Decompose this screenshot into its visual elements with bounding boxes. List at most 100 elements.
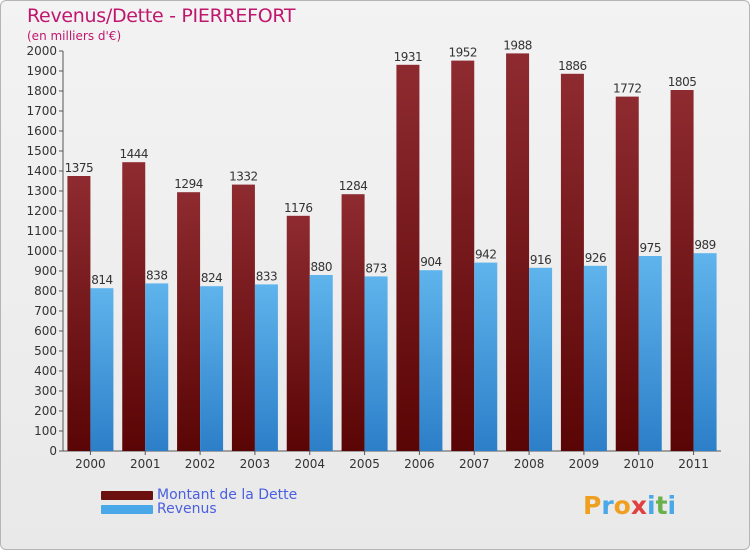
- y-tick-label: 400: [34, 364, 57, 378]
- data-label-revenue: 873: [365, 261, 386, 275]
- y-tick-label: 1600: [26, 124, 57, 138]
- data-label-debt: 1988: [503, 38, 532, 52]
- logo-letter: t: [655, 491, 668, 520]
- y-tick-label: 200: [34, 404, 57, 418]
- data-label-revenue: 833: [256, 269, 277, 283]
- data-label-revenue: 975: [640, 241, 661, 255]
- data-label-debt: 1332: [229, 170, 258, 184]
- x-tick-label: 2009: [569, 457, 600, 471]
- bar-debt: [506, 53, 530, 452]
- y-tick-label: 1200: [26, 204, 57, 218]
- data-label-revenue: 926: [585, 251, 606, 265]
- y-tick-label: 1000: [26, 244, 57, 258]
- bar-debt: [560, 73, 584, 452]
- legend-item-debt: Montant de la Dette: [101, 487, 297, 503]
- data-label-revenue: 942: [475, 248, 496, 262]
- data-label-revenue: 989: [694, 238, 715, 252]
- bar-debt: [67, 176, 91, 451]
- x-tick-label: 2001: [130, 457, 161, 471]
- bar-revenue: [474, 262, 498, 451]
- data-label-revenue: 824: [201, 271, 222, 285]
- data-label-debt: 1444: [119, 147, 148, 161]
- y-tick-label: 1700: [26, 104, 57, 118]
- bar-revenue: [309, 275, 333, 451]
- y-tick-label: 2000: [26, 44, 57, 58]
- bar-revenue: [364, 276, 388, 451]
- bar-revenue: [638, 256, 662, 451]
- bar-debt: [396, 64, 420, 452]
- x-tick-label: 2008: [514, 457, 545, 471]
- logo-letter: i: [647, 491, 656, 520]
- data-label-revenue: 880: [311, 260, 332, 274]
- x-tick-label: 2007: [459, 457, 490, 471]
- bars: [67, 53, 717, 452]
- x-tick-label: 2010: [623, 457, 654, 471]
- logo-letter: i: [667, 491, 677, 520]
- x-tick-label: 2011: [678, 457, 709, 471]
- bar-debt: [231, 184, 255, 451]
- proxiti-logo: Proxiti: [583, 491, 676, 520]
- data-label-debt: 1952: [448, 46, 477, 60]
- data-label-revenue: 916: [530, 253, 551, 267]
- data-label-debt: 1375: [65, 161, 94, 175]
- legend-swatch-revenue: [101, 504, 153, 514]
- data-label-debt: 1886: [558, 59, 587, 73]
- axes: 0 100 200 300 400 500 600 700 800 900 1000 1100 1200…: [26, 44, 721, 471]
- y-tick-label: 1100: [26, 224, 57, 238]
- bar-debt: [286, 215, 310, 451]
- logo-letter: o: [613, 491, 631, 520]
- y-tick-label: 0: [49, 444, 57, 458]
- logo-letter: P: [583, 491, 602, 520]
- y-tick-label: 1400: [26, 164, 57, 178]
- data-label-revenue: 838: [146, 268, 167, 282]
- y-tick-label: 1900: [26, 64, 57, 78]
- data-label-debt: 1176: [284, 201, 313, 215]
- y-tick-label: 700: [34, 304, 57, 318]
- bar-debt: [670, 90, 694, 451]
- chart-subtitle: (en milliers d'€): [27, 29, 122, 43]
- x-tick-label: 2002: [185, 457, 216, 471]
- x-tick-label: 2005: [349, 457, 380, 471]
- data-label-debt: 1931: [394, 50, 423, 64]
- x-tick-label: 2006: [404, 457, 435, 471]
- bar-debt: [615, 96, 639, 451]
- legend-label-debt: Montant de la Dette: [157, 487, 298, 503]
- data-label-revenue: 814: [91, 273, 112, 287]
- data-label-revenue: 904: [420, 255, 441, 269]
- y-tick-label: 800: [34, 284, 57, 298]
- bar-debt: [341, 194, 365, 451]
- x-tick-label: 2004: [294, 457, 325, 471]
- data-label-debt: 1805: [668, 75, 697, 89]
- y-tick-label: 100: [34, 424, 57, 438]
- data-label-debt: 1294: [174, 177, 203, 191]
- y-tick-label: 1500: [26, 144, 57, 158]
- bar-revenue: [419, 270, 443, 451]
- y-tick-label: 600: [34, 324, 57, 338]
- x-tick-label: 2000: [75, 457, 106, 471]
- y-tick-label: 1800: [26, 84, 57, 98]
- bar-revenue: [254, 284, 278, 451]
- chart-title: Revenus/Dette - PIERREFORT: [27, 5, 296, 27]
- bar-debt: [177, 192, 201, 451]
- y-tick-label: 500: [34, 344, 57, 358]
- bar-debt: [122, 162, 146, 451]
- data-label-debt: 1772: [613, 82, 642, 96]
- x-tick-label: 2003: [240, 457, 271, 471]
- bar-revenue: [200, 286, 224, 451]
- bar-revenue: [90, 288, 114, 451]
- bar-revenue: [693, 253, 717, 451]
- legend-label-revenue: Revenus: [157, 501, 217, 517]
- legend-item-revenue: Revenus: [101, 501, 217, 517]
- y-tick-label: 300: [34, 384, 57, 398]
- logo-letter: r: [601, 491, 614, 520]
- y-tick-label: 1300: [26, 184, 57, 198]
- legend-swatch-debt: [101, 490, 153, 500]
- y-tick-label: 900: [34, 264, 57, 278]
- data-labels: 1375 814 1444 838 1294 824 1332 833 1176 880 1284 8…: [65, 38, 717, 287]
- bar-revenue: [529, 267, 553, 451]
- bar-revenue: [145, 283, 169, 451]
- logo-letter: x: [630, 491, 647, 520]
- data-label-debt: 1284: [339, 179, 368, 193]
